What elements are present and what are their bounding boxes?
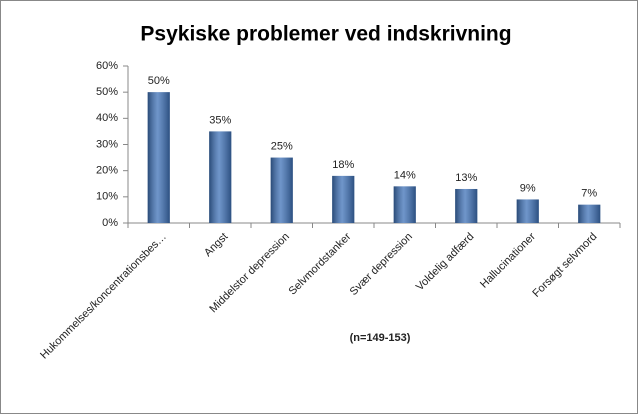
value-label: 50%	[148, 75, 170, 87]
bar	[393, 186, 416, 223]
bar	[332, 175, 355, 223]
chart-title: Psykiske problemer ved indskrivning	[140, 23, 511, 46]
y-tick-label: 20%	[96, 165, 118, 177]
y-tick-label: 40%	[96, 112, 118, 124]
bar	[516, 199, 539, 223]
bar	[455, 188, 478, 223]
value-label: 9%	[520, 182, 536, 194]
value-label: 13%	[455, 172, 477, 184]
y-tick-label: 30%	[96, 138, 118, 150]
value-label: 18%	[332, 159, 354, 171]
value-label: 25%	[271, 140, 293, 152]
bar	[270, 157, 293, 223]
bar	[147, 92, 170, 224]
value-label: 14%	[394, 169, 416, 181]
bar	[209, 131, 232, 223]
y-tick-label: 0%	[102, 217, 118, 229]
bar	[578, 204, 601, 223]
value-label: 7%	[581, 188, 597, 200]
annotation: (n=149-153)	[350, 332, 411, 344]
y-tick-label: 60%	[96, 60, 118, 72]
y-tick-label: 10%	[96, 191, 118, 203]
y-tick-label: 50%	[96, 86, 118, 98]
value-label: 35%	[209, 114, 231, 126]
